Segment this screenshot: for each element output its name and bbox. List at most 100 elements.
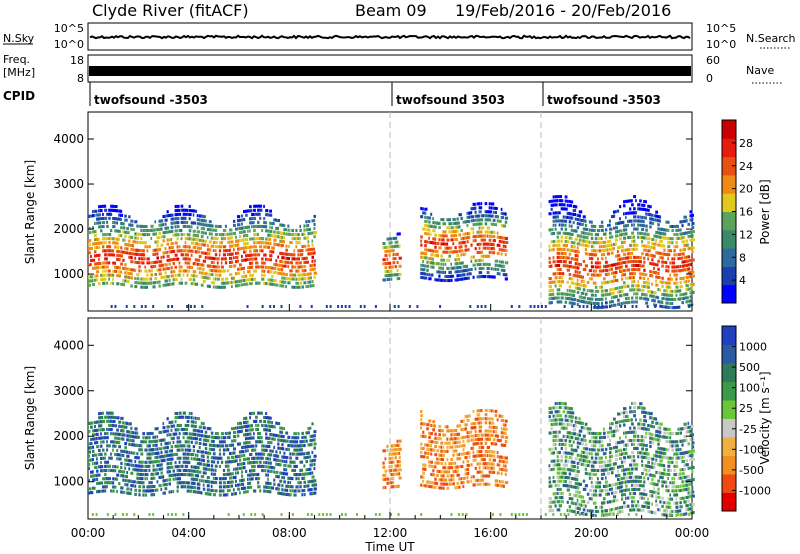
echo-cell	[619, 286, 621, 290]
echo-cell	[263, 444, 265, 448]
echo-cell	[291, 440, 295, 444]
echo-cell	[484, 413, 488, 417]
echo-cell	[420, 426, 422, 430]
echo-cell	[398, 460, 401, 464]
echo-cell	[556, 247, 560, 251]
echo-cell	[552, 414, 555, 418]
echo-cell	[108, 216, 111, 220]
echo-cell	[562, 247, 566, 251]
echo-cell	[293, 468, 297, 473]
echo-cell	[600, 293, 605, 297]
ground-scatter-cell	[325, 305, 328, 308]
echo-cell	[452, 274, 455, 278]
echo-cell	[253, 489, 257, 493]
echo-cell	[212, 460, 216, 464]
echo-cell	[588, 228, 591, 232]
echo-cell	[456, 274, 459, 278]
echo-cell	[436, 473, 439, 477]
echo-cell	[243, 478, 245, 482]
echo-cell	[687, 299, 690, 303]
echo-cell	[168, 449, 171, 453]
echo-cell	[596, 257, 599, 261]
echo-cell	[430, 472, 434, 477]
echo-cell	[570, 277, 574, 281]
echo-cell	[623, 240, 626, 244]
echo-cell	[124, 263, 127, 267]
echo-cell	[136, 456, 140, 460]
echo-cell	[188, 473, 193, 477]
echo-cell	[136, 277, 140, 281]
echo-cell	[492, 454, 496, 458]
echo-cell	[188, 415, 191, 420]
echo-cell	[476, 242, 480, 246]
ground-scatter-cell	[586, 305, 589, 308]
echo-cell	[152, 468, 156, 472]
echo-cell	[218, 273, 222, 277]
echo-cell	[291, 436, 294, 440]
echo-cell	[669, 241, 672, 245]
echo-cell	[661, 264, 664, 268]
echo-cell	[100, 225, 103, 229]
echo-cell	[426, 248, 430, 252]
echo-cell	[392, 257, 395, 261]
echo-cell	[194, 238, 198, 242]
echo-cell	[108, 477, 112, 481]
echo-cell	[104, 473, 107, 477]
echo-cell	[432, 424, 435, 428]
echo-cell	[269, 266, 272, 270]
echo-cell	[462, 444, 466, 448]
echo-cell	[106, 477, 110, 481]
echo-cell	[631, 235, 634, 239]
echo-cell	[96, 217, 100, 221]
echo-cell	[257, 253, 261, 257]
echo-cell	[486, 246, 490, 250]
echo-cell	[116, 217, 119, 221]
echo-cell	[200, 218, 204, 222]
echo-cell	[140, 281, 144, 285]
echo-cell	[629, 260, 632, 264]
echo-cell	[305, 451, 309, 455]
echo-cell	[116, 432, 120, 436]
ground-scatter-cell	[261, 305, 264, 308]
echo-cell	[442, 230, 445, 234]
echo-cell	[210, 456, 214, 460]
echo-cell	[124, 446, 127, 450]
echo-cell	[313, 263, 316, 267]
echo-cell	[681, 232, 685, 236]
echo-cell	[214, 269, 218, 273]
echo-cell	[311, 255, 314, 259]
ground-scatter-cell	[635, 305, 638, 308]
echo-cell	[492, 409, 495, 413]
echo-cell	[625, 228, 628, 232]
echo-cell	[218, 485, 223, 489]
echo-cell	[671, 265, 674, 269]
echo-cell	[112, 221, 116, 225]
echo-cell	[152, 452, 155, 456]
echo-cell	[434, 453, 438, 457]
echo-cell	[580, 235, 583, 239]
echo-cell	[88, 430, 91, 434]
echo-cell	[134, 281, 137, 285]
echo-cell	[566, 451, 570, 455]
echo-cell	[232, 426, 236, 430]
echo-cell	[243, 445, 247, 449]
echo-cell	[283, 488, 286, 492]
echo-cell	[257, 204, 260, 208]
echo-cell	[106, 432, 109, 436]
echo-cell	[430, 261, 434, 265]
echo-cell	[287, 480, 290, 484]
echo-cell	[436, 270, 439, 274]
echo-cell	[472, 255, 475, 259]
echo-cell	[388, 261, 392, 265]
echo-cell	[548, 248, 551, 252]
echo-cell	[234, 455, 239, 459]
echo-cell	[269, 270, 273, 274]
echo-cell	[621, 233, 623, 237]
echo-cell	[570, 431, 574, 435]
echo-cell	[422, 276, 425, 280]
echo-cell	[390, 481, 393, 485]
echo-cell	[267, 257, 269, 262]
echo-cell	[186, 481, 190, 485]
echo-cell	[170, 424, 173, 428]
echo-cell	[259, 432, 262, 436]
